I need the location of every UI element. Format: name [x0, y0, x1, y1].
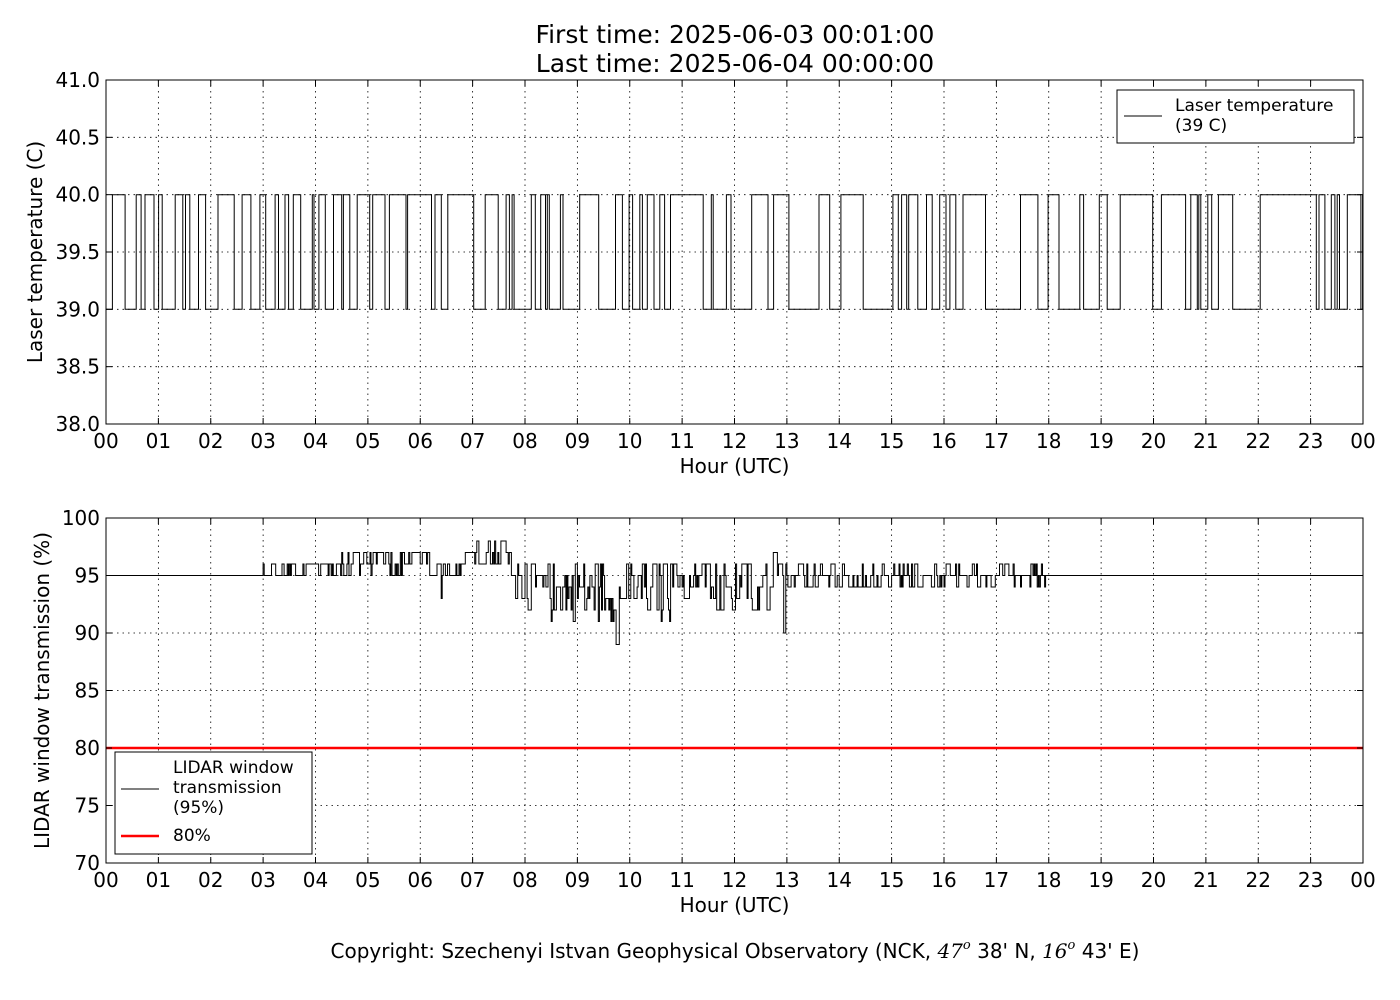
legend-label: (95%) — [173, 798, 224, 818]
y-tick-label: 40.5 — [55, 125, 100, 149]
x-tick-label: 17 — [984, 868, 1009, 892]
copyright-lat-degrees: 47 — [936, 939, 963, 963]
legend: Laser temperature(39 C) — [1116, 89, 1355, 144]
y-tick-label: 41.0 — [55, 68, 100, 92]
x-tick-label: 02 — [198, 868, 223, 892]
x-tick-label: 03 — [250, 429, 275, 453]
x-tick-label: 15 — [879, 429, 904, 453]
laser-temperature-chart: 00 01 02 03 04 05 06 07 08 09 10 11 12 13 14 15 16 17 18 19… — [23, 68, 1376, 478]
copyright-text: Copyright: Szechenyi Istvan Geophysical … — [331, 938, 1140, 963]
y-tick-label: 39.5 — [55, 240, 100, 264]
x-tick-label: 04 — [303, 868, 328, 892]
x-tick-label: 00 — [1350, 868, 1375, 892]
title-line-1: First time: 2025-06-03 00:01:00 — [536, 20, 935, 49]
series-line-window-transmission — [106, 540, 1363, 645]
y-tick-label: 85 — [75, 679, 100, 703]
window-transmission-chart: 00 01 02 03 04 05 06 07 08 09 10 11 12 13 14 15 16 17 18 19… — [30, 506, 1376, 917]
x-tick-label: 05 — [355, 429, 380, 453]
legend-label: transmission — [173, 778, 282, 798]
y-axis-label: Laser temperature (C) — [23, 141, 47, 363]
copyright-prefix: Copyright: Szechenyi Istvan Geophysical … — [331, 939, 938, 963]
x-tick-label: 23 — [1298, 429, 1323, 453]
y-tick-label: 40.0 — [55, 183, 100, 207]
y-tick-label: 75 — [75, 794, 100, 818]
x-tick-label: 06 — [408, 429, 433, 453]
x-tick-label: 15 — [879, 868, 904, 892]
y-tick-label: 100 — [62, 506, 100, 530]
y-tick-label: 38.0 — [55, 412, 100, 436]
x-axis-label: Hour (UTC) — [680, 893, 790, 917]
title-line-2: Last time: 2025-06-04 00:00:00 — [536, 49, 934, 78]
x-tick-label: 07 — [460, 868, 485, 892]
y-tick-label: 38.5 — [55, 355, 100, 379]
x-tick-label: 00 — [1350, 429, 1375, 453]
x-tick-label: 07 — [460, 429, 485, 453]
x-tick-label: 18 — [1036, 868, 1061, 892]
x-tick-label: 04 — [303, 429, 328, 453]
x-tick-label: 20 — [1141, 868, 1166, 892]
x-tick-label: 05 — [355, 868, 380, 892]
y-tick-label: 70 — [75, 851, 100, 875]
x-tick-label: 20 — [1141, 429, 1166, 453]
y-axis-label: LIDAR window transmission (%) — [30, 532, 54, 849]
x-tick-label: 06 — [408, 868, 433, 892]
x-tick-label: 00 — [93, 868, 118, 892]
x-tick-label: 19 — [1088, 868, 1113, 892]
x-tick-label: 09 — [565, 868, 590, 892]
copyright-lat-minutes: 38' N, — [971, 939, 1042, 963]
legend-box — [1116, 89, 1355, 144]
degree-symbol-2: o — [1068, 938, 1076, 953]
x-tick-label: 16 — [931, 429, 956, 453]
degree-symbol-1: o — [963, 938, 971, 953]
legend-label: 80% — [173, 826, 211, 846]
y-tick-label: 90 — [75, 621, 100, 645]
y-tick-label: 95 — [75, 564, 100, 588]
x-tick-label: 00 — [93, 429, 118, 453]
x-tick-label: 14 — [827, 429, 852, 453]
x-tick-label: 22 — [1246, 429, 1271, 453]
x-tick-label: 12 — [722, 429, 747, 453]
y-tick-label: 80 — [75, 736, 100, 760]
x-tick-label: 13 — [774, 868, 799, 892]
x-tick-label: 18 — [1036, 429, 1061, 453]
series-line-laser-temperature — [106, 194, 1364, 310]
x-tick-label: 21 — [1193, 429, 1218, 453]
x-tick-label: 08 — [512, 429, 537, 453]
copyright-lon-degrees: 16 — [1042, 939, 1068, 963]
legend-label: (39 C) — [1175, 116, 1227, 136]
x-tick-label: 10 — [617, 429, 642, 453]
x-tick-label: 02 — [198, 429, 223, 453]
x-axis-label: Hour (UTC) — [680, 454, 790, 478]
legend-label: LIDAR window — [173, 758, 294, 778]
x-tick-label: 11 — [669, 868, 694, 892]
x-tick-label: 17 — [984, 429, 1009, 453]
x-tick-label: 01 — [146, 429, 171, 453]
legend-label: Laser temperature — [1175, 96, 1333, 116]
x-tick-label: 21 — [1193, 868, 1218, 892]
x-tick-label: 22 — [1246, 868, 1271, 892]
x-tick-label: 09 — [565, 429, 590, 453]
copyright-lon-minutes: 43' E) — [1075, 939, 1139, 963]
x-tick-label: 11 — [669, 429, 694, 453]
x-tick-label: 12 — [722, 868, 747, 892]
x-tick-label: 08 — [512, 868, 537, 892]
x-tick-label: 19 — [1088, 429, 1113, 453]
x-tick-label: 01 — [146, 868, 171, 892]
x-tick-label: 13 — [774, 429, 799, 453]
x-tick-label: 23 — [1298, 868, 1323, 892]
x-tick-label: 10 — [617, 868, 642, 892]
x-tick-label: 16 — [931, 868, 956, 892]
x-tick-label: 03 — [250, 868, 275, 892]
x-tick-label: 14 — [827, 868, 852, 892]
y-tick-label: 39.0 — [55, 297, 100, 321]
